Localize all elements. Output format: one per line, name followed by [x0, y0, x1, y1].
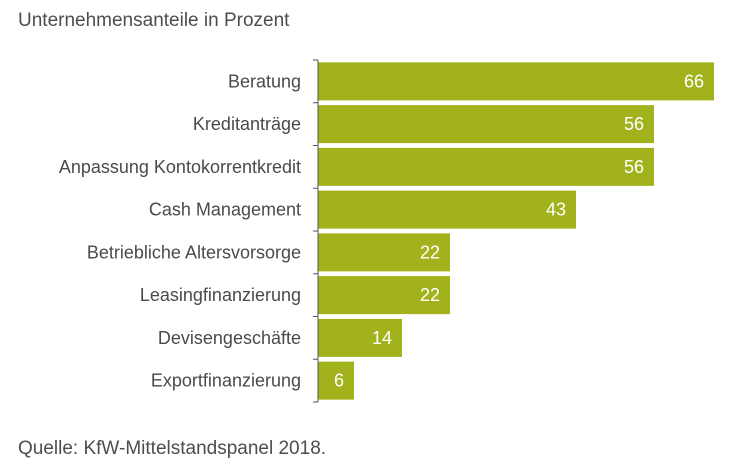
- source-note: Quelle: KfW-Mittelstandspanel 2018.: [18, 438, 327, 459]
- bar-8: [318, 361, 354, 400]
- category-label: Anpassung Kontokorrentkredit: [59, 157, 301, 177]
- bar-value-label: 22: [420, 285, 440, 305]
- bar-3: [318, 147, 654, 186]
- bar-value-label: 6: [334, 371, 344, 391]
- bar-2: [318, 105, 654, 144]
- category-label: Cash Management: [149, 200, 301, 220]
- bar-4: [318, 190, 576, 229]
- category-label: Exportfinanzierung: [151, 371, 301, 391]
- bar-5: [318, 233, 450, 272]
- bar-value-label: 43: [546, 200, 566, 220]
- bar-value-label: 56: [624, 114, 644, 134]
- bar-7: [318, 318, 402, 357]
- bar-value-label: 22: [420, 242, 440, 262]
- category-label: Beratung: [228, 71, 301, 91]
- category-label: Devisengeschäfte: [158, 328, 301, 348]
- bar-value-label: 56: [624, 157, 644, 177]
- bar-value-label: 66: [684, 71, 704, 91]
- chart-subtitle: Unternehmensanteile in Prozent: [18, 10, 290, 31]
- category-label: Leasingfinanzierung: [140, 285, 301, 305]
- bar-1: [318, 62, 714, 101]
- category-label: Kreditanträge: [193, 114, 301, 134]
- category-label: Betriebliche Altersvorsorge: [87, 242, 301, 262]
- bar-value-label: 14: [372, 328, 392, 348]
- bar-6: [318, 276, 450, 315]
